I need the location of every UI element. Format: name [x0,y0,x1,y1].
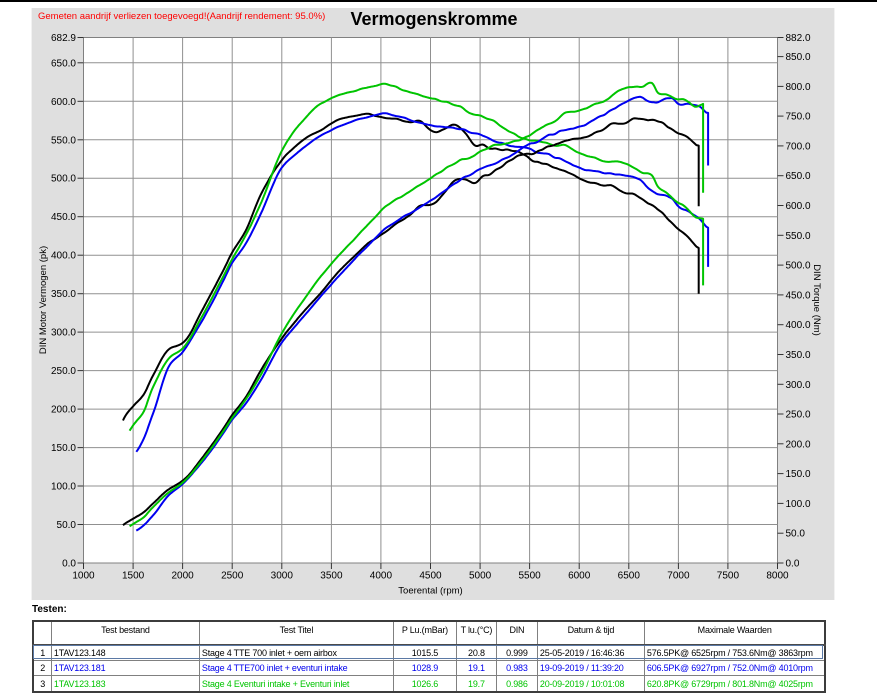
svg-text:8000: 8000 [766,571,789,582]
svg-text:550.0: 550.0 [51,135,76,146]
svg-text:7500: 7500 [717,571,740,582]
svg-text:650.0: 650.0 [51,58,76,69]
svg-text:Gemeten aandrijf verliezen toe: Gemeten aandrijf verliezen toegevoegd!(A… [38,11,325,22]
svg-text:7000: 7000 [667,571,690,582]
svg-text:250.0: 250.0 [51,366,76,377]
svg-text:5000: 5000 [469,571,492,582]
svg-text:150.0: 150.0 [51,443,76,454]
svg-text:DIN Motor Vermogen (pk): DIN Motor Vermogen (pk) [38,246,49,354]
svg-text:700.0: 700.0 [786,141,811,152]
svg-text:3000: 3000 [271,571,294,582]
svg-text:6000: 6000 [568,571,591,582]
svg-text:450.0: 450.0 [786,290,811,301]
svg-text:3500: 3500 [320,571,343,582]
svg-text:600.0: 600.0 [786,201,811,212]
svg-text:150.0: 150.0 [786,469,811,480]
svg-text:200.0: 200.0 [51,405,76,416]
svg-text:50.0: 50.0 [786,529,806,540]
svg-text:5500: 5500 [518,571,541,582]
svg-text:4500: 4500 [419,571,442,582]
svg-text:600.0: 600.0 [51,97,76,108]
svg-text:Vermogenskromme: Vermogenskromme [350,9,517,29]
svg-text:882.0: 882.0 [786,33,811,44]
svg-text:200.0: 200.0 [786,439,811,450]
svg-text:DIN Torque (Nm): DIN Torque (Nm) [811,264,822,336]
svg-text:4000: 4000 [370,571,393,582]
svg-text:1500: 1500 [122,571,145,582]
svg-text:50.0: 50.0 [57,520,77,531]
svg-text:500.0: 500.0 [51,174,76,185]
svg-text:2500: 2500 [221,571,244,582]
svg-text:0.0: 0.0 [62,559,76,570]
svg-text:100.0: 100.0 [786,499,811,510]
svg-text:450.0: 450.0 [51,212,76,223]
svg-text:800.0: 800.0 [786,82,811,93]
svg-text:300.0: 300.0 [51,328,76,339]
svg-text:550.0: 550.0 [786,231,811,242]
svg-text:6500: 6500 [618,571,641,582]
svg-text:2000: 2000 [171,571,194,582]
svg-text:100.0: 100.0 [51,482,76,493]
svg-text:682.9: 682.9 [51,33,76,44]
svg-text:0.0: 0.0 [786,559,800,570]
svg-text:650.0: 650.0 [786,171,811,182]
svg-text:400.0: 400.0 [786,320,811,331]
svg-text:350.0: 350.0 [786,350,811,361]
svg-text:500.0: 500.0 [786,261,811,272]
svg-text:250.0: 250.0 [786,410,811,421]
svg-text:850.0: 850.0 [786,52,811,63]
svg-text:300.0: 300.0 [786,380,811,391]
svg-text:750.0: 750.0 [786,112,811,123]
svg-text:1000: 1000 [72,571,95,582]
svg-text:400.0: 400.0 [51,251,76,262]
svg-text:Toerental (rpm): Toerental (rpm) [398,586,462,597]
svg-text:350.0: 350.0 [51,289,76,300]
